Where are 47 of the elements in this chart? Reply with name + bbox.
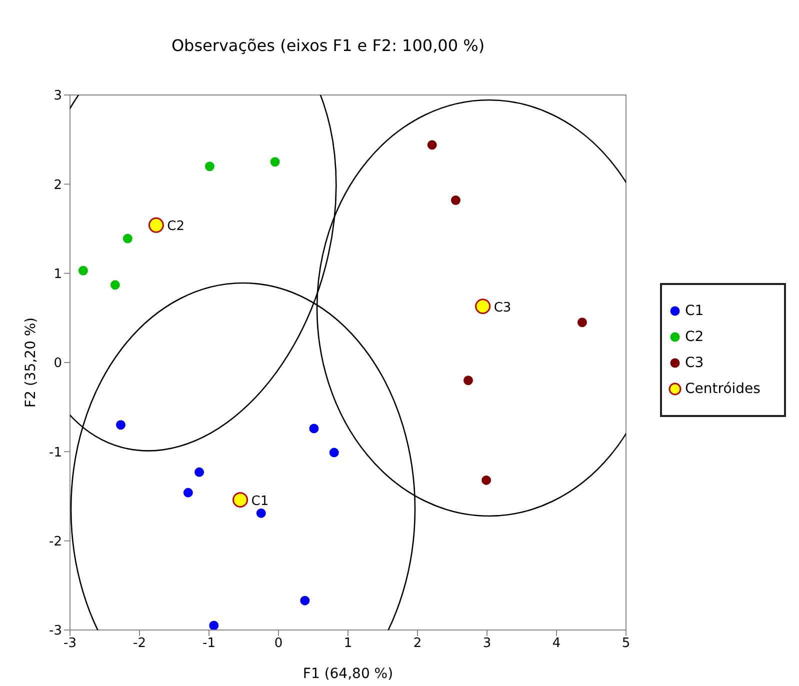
legend-label: C2	[685, 328, 704, 344]
y-tick-label: -3	[49, 624, 62, 639]
point	[450, 195, 460, 205]
point	[204, 162, 214, 172]
annotation: C3	[494, 300, 512, 316]
y-tick-label: 1	[54, 266, 62, 282]
x-axis-title: F1 (64,80 %)	[302, 666, 394, 682]
x-tick-label: -1	[202, 636, 216, 652]
y-tick-label: 3	[54, 88, 62, 104]
point	[232, 492, 248, 508]
x-tick-label: -3	[64, 636, 76, 652]
y-tick-label: 0	[54, 356, 62, 372]
point	[110, 280, 120, 290]
point	[183, 488, 193, 498]
annotation: C1	[251, 494, 269, 509]
point	[427, 140, 437, 150]
x-tick-label: 1	[344, 636, 352, 652]
y-tick-label: -2	[49, 534, 62, 550]
x-tick-label: 5	[622, 636, 630, 652]
x-tick-label: 3	[482, 636, 492, 652]
x-tick-label: 0	[274, 636, 283, 652]
point	[209, 620, 219, 630]
x-tick-label: 2	[413, 636, 422, 652]
y-axis-title: F2 (35,20 %)	[22, 317, 39, 408]
point	[194, 467, 204, 477]
x-tick-label: 4	[552, 636, 561, 652]
point	[475, 298, 491, 314]
annotation: C2	[167, 219, 185, 234]
point	[577, 318, 587, 328]
point	[148, 217, 164, 233]
point	[270, 157, 280, 167]
legend-label: C1	[685, 302, 704, 318]
legend-label: Centróides	[685, 380, 760, 396]
point	[78, 266, 88, 276]
x-tick-label: -2	[133, 636, 146, 652]
point	[482, 475, 492, 485]
y-tick-label: 2	[54, 178, 62, 193]
legend-label: C3	[685, 354, 704, 370]
point	[300, 596, 310, 606]
point	[116, 420, 126, 430]
point	[122, 234, 132, 244]
point	[309, 424, 319, 434]
point	[329, 448, 339, 458]
chart-title: Observações (eixos F1 e F2: 100,00 %)	[170, 36, 486, 55]
point	[256, 508, 266, 518]
y-tick-label: -1	[49, 445, 62, 460]
point	[463, 376, 473, 386]
